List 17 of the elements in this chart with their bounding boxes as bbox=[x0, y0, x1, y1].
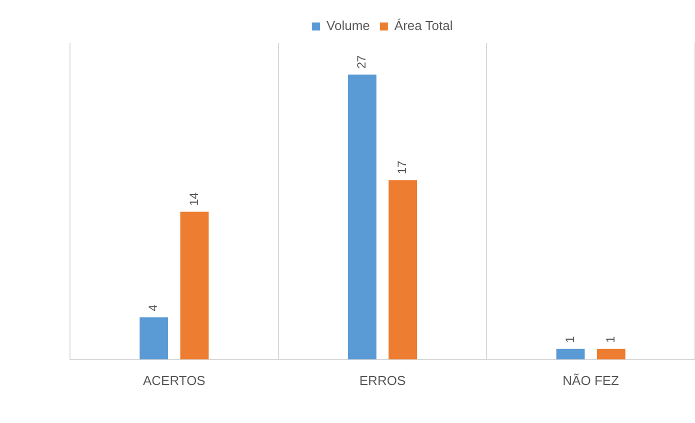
bar bbox=[140, 317, 168, 360]
data-label: 1 bbox=[562, 336, 577, 343]
data-label: 4 bbox=[146, 304, 160, 312]
bar bbox=[556, 348, 585, 360]
legend-label: Volume bbox=[326, 18, 370, 34]
legend-label: Área Total bbox=[394, 18, 453, 34]
bar bbox=[388, 180, 418, 360]
data-label: 27 bbox=[354, 54, 368, 69]
bar bbox=[596, 348, 626, 360]
data-label: 14 bbox=[186, 192, 201, 206]
data-label: 17 bbox=[395, 160, 410, 174]
bar bbox=[348, 74, 376, 360]
x-tick-label: ERROS bbox=[359, 372, 406, 388]
bar bbox=[180, 212, 209, 360]
data-label: 1 bbox=[603, 336, 618, 343]
x-tick-label: NÃO FEZ bbox=[562, 372, 620, 388]
x-tick-label: ACERTOS bbox=[142, 372, 206, 388]
